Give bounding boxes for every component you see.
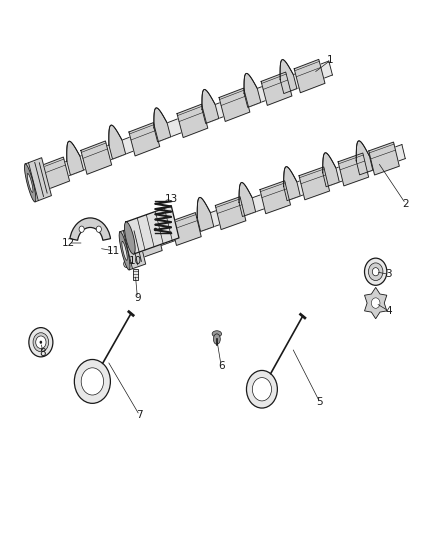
Polygon shape: [25, 158, 51, 202]
Text: 2: 2: [403, 199, 409, 209]
Polygon shape: [280, 60, 297, 94]
Wedge shape: [70, 218, 110, 240]
Polygon shape: [369, 142, 399, 175]
Polygon shape: [67, 141, 84, 175]
Ellipse shape: [124, 222, 135, 254]
Polygon shape: [323, 153, 339, 187]
Polygon shape: [120, 226, 145, 270]
Polygon shape: [239, 182, 256, 216]
Ellipse shape: [212, 331, 222, 337]
Polygon shape: [299, 167, 329, 200]
Circle shape: [364, 258, 387, 285]
Polygon shape: [356, 141, 373, 175]
Polygon shape: [154, 108, 171, 142]
Polygon shape: [158, 211, 175, 245]
Polygon shape: [284, 167, 300, 200]
Circle shape: [36, 336, 46, 349]
Text: 7: 7: [136, 410, 143, 421]
Circle shape: [247, 370, 277, 408]
Polygon shape: [109, 125, 126, 159]
Ellipse shape: [27, 173, 33, 192]
Bar: [133, 269, 138, 280]
Text: 12: 12: [62, 238, 75, 248]
Text: 4: 4: [385, 306, 392, 316]
Circle shape: [372, 268, 379, 276]
Polygon shape: [28, 61, 332, 190]
Text: 1: 1: [327, 55, 334, 65]
Polygon shape: [197, 197, 214, 231]
Polygon shape: [338, 153, 369, 186]
Text: 11: 11: [107, 246, 120, 256]
Text: 3: 3: [385, 269, 392, 279]
Polygon shape: [81, 141, 112, 174]
Text: 6: 6: [218, 361, 224, 371]
Polygon shape: [219, 88, 250, 122]
Polygon shape: [244, 74, 261, 107]
Circle shape: [33, 333, 49, 352]
Ellipse shape: [213, 334, 220, 344]
Text: 5: 5: [317, 397, 323, 407]
Text: 13: 13: [165, 193, 178, 204]
Polygon shape: [294, 59, 325, 93]
Circle shape: [74, 359, 110, 403]
Polygon shape: [215, 197, 246, 230]
Polygon shape: [39, 157, 70, 190]
Text: 8: 8: [40, 348, 46, 358]
Polygon shape: [364, 287, 387, 319]
Ellipse shape: [25, 164, 36, 202]
Polygon shape: [260, 181, 290, 214]
Polygon shape: [123, 144, 405, 258]
Ellipse shape: [122, 241, 127, 260]
Polygon shape: [261, 72, 292, 106]
Circle shape: [29, 328, 53, 357]
Text: 9: 9: [134, 293, 141, 303]
Polygon shape: [126, 206, 179, 254]
Circle shape: [252, 377, 272, 401]
Circle shape: [81, 368, 103, 395]
Circle shape: [79, 226, 84, 232]
Circle shape: [371, 298, 380, 308]
Polygon shape: [177, 104, 208, 138]
Polygon shape: [129, 123, 160, 156]
Polygon shape: [202, 90, 219, 124]
Polygon shape: [171, 213, 201, 245]
Ellipse shape: [119, 232, 130, 270]
Circle shape: [96, 226, 101, 232]
Circle shape: [39, 341, 42, 344]
Polygon shape: [132, 227, 162, 260]
Circle shape: [368, 263, 383, 280]
Text: 10: 10: [129, 256, 142, 266]
Circle shape: [124, 260, 130, 268]
